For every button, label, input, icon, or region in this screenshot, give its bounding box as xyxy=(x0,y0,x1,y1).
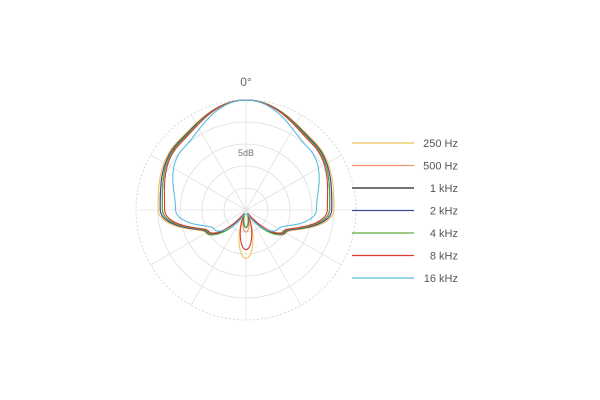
grid-spoke xyxy=(245,209,342,266)
grid-spoke xyxy=(245,209,302,306)
grid-spoke xyxy=(245,114,302,211)
legend-label-1: 500 Hz xyxy=(423,161,458,173)
series-curve-6 xyxy=(172,99,320,232)
polar-curves xyxy=(157,99,335,259)
series-curve-5 xyxy=(163,99,329,251)
series-curve-4 xyxy=(161,99,331,236)
legend-label-0: 250 Hz xyxy=(423,138,458,150)
angle-label-0-deg: 0° xyxy=(240,75,252,89)
legend-label-2: 1 kHz xyxy=(430,183,458,195)
grid-spoke xyxy=(190,209,247,306)
series-curve-0 xyxy=(157,99,335,259)
grid-spoke xyxy=(150,209,247,266)
grid-spoke xyxy=(190,114,247,211)
legend-label-4: 4 kHz xyxy=(430,228,458,240)
legend-label-3: 2 kHz xyxy=(430,206,458,218)
radial-tick-label: 5dB xyxy=(238,148,254,158)
legend-label-5: 8 kHz xyxy=(430,251,458,263)
legend: 250 Hz 500 Hz 1 kHz 2 kHz 4 kHz 8 kHz 16 kHz xyxy=(352,138,458,285)
legend-label-6: 16 kHz xyxy=(424,273,458,285)
polar-grid xyxy=(135,99,357,321)
